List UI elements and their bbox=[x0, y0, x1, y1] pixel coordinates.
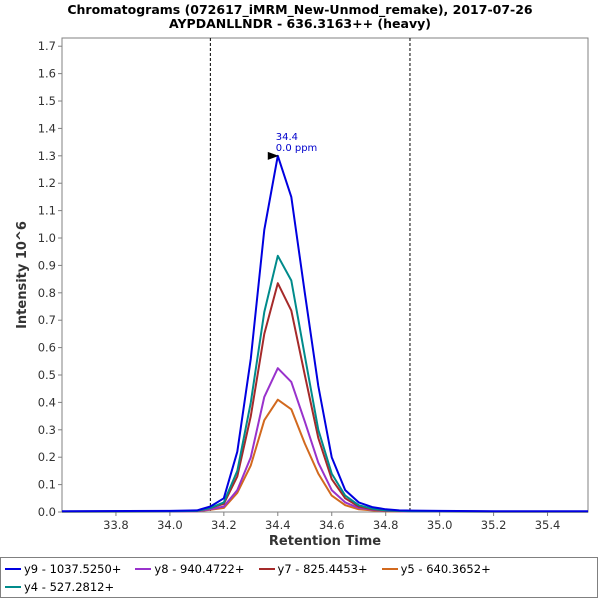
x-axis: 33.8 34.0 34.2 34.4 34.6 34.8 35.0 35.2 35.4 bbox=[103, 512, 560, 532]
legend-item-y7: y7 - 825.4453+ bbox=[258, 562, 368, 576]
peak-marker-icon bbox=[267, 151, 279, 160]
legend-label: y8 - 940.4722+ bbox=[154, 562, 245, 576]
x-tick-label: 34.0 bbox=[157, 518, 183, 532]
annotation-rt: 34.4 bbox=[276, 132, 298, 143]
y-axis-label: Intensity 10^6 bbox=[15, 221, 30, 329]
y-tick-label: 0.6 bbox=[38, 341, 56, 355]
legend-row: y4 - 527.2812+ bbox=[5, 578, 593, 596]
x-tick-label: 35.4 bbox=[535, 518, 561, 532]
legend-swatch bbox=[5, 586, 21, 588]
y-tick-label: 1.0 bbox=[38, 231, 56, 245]
peak-annotation: 34.4 0.0 ppm bbox=[267, 132, 318, 160]
series-line bbox=[61, 154, 588, 513]
x-tick-label: 35.2 bbox=[481, 518, 507, 532]
y-tick-label: 0.2 bbox=[38, 450, 56, 464]
y-tick-label: 0.3 bbox=[38, 423, 56, 437]
legend-label: y4 - 527.2812+ bbox=[24, 580, 115, 594]
peak-boundaries bbox=[209, 38, 411, 512]
x-tick-label: 33.8 bbox=[103, 518, 129, 532]
annotation-ppm: 0.0 ppm bbox=[276, 143, 318, 154]
x-tick-label: 35.0 bbox=[427, 518, 453, 532]
chart-title-line-1: Chromatograms (072617_iMRM_New-Unmod_rem… bbox=[67, 2, 533, 18]
y-tick-label: 1.6 bbox=[38, 67, 56, 81]
legend-item-y8: y8 - 940.4722+ bbox=[135, 562, 245, 576]
y-tick-label: 1.3 bbox=[38, 149, 56, 163]
chart-title-line-2: AYPDANLLNDR - 636.3163++ (heavy) bbox=[169, 16, 431, 31]
y-tick-label: 0.9 bbox=[38, 258, 56, 272]
y-tick-label: 0.7 bbox=[38, 313, 56, 327]
legend-swatch bbox=[381, 568, 398, 570]
y-tick-label: 1.2 bbox=[38, 176, 56, 190]
y-tick-label: 0.8 bbox=[38, 286, 56, 300]
x-axis-label: Retention Time bbox=[269, 534, 381, 549]
x-tick-label: 34.6 bbox=[319, 518, 345, 532]
legend-row: y9 - 1037.5250+ y8 - 940.4722+ y7 - 825.… bbox=[5, 560, 593, 578]
y-tick-label: 0.5 bbox=[38, 368, 56, 382]
plot-area bbox=[61, 37, 589, 513]
y-tick-label: 1.1 bbox=[38, 204, 56, 218]
legend-item-y4: y4 - 527.2812+ bbox=[5, 580, 114, 594]
x-tick-label: 34.2 bbox=[211, 518, 237, 532]
legend-label: y7 - 825.4453+ bbox=[277, 562, 368, 576]
legend-swatch bbox=[258, 568, 275, 570]
legend-label: y5 - 640.3652+ bbox=[400, 562, 491, 576]
y-tick-label: 0.0 bbox=[38, 505, 56, 519]
series-lines bbox=[61, 154, 588, 513]
y-axis: 0.0 0.1 0.2 0.3 0.4 0.5 0.6 0.7 0.8 0.9 1.0 1.1 1.2 1… bbox=[38, 39, 62, 519]
chromatogram-chart: Chromatograms (072617_iMRM_New-Unmod_rem… bbox=[15, 2, 589, 549]
y-tick-label: 0.1 bbox=[38, 478, 56, 492]
y-tick-label: 1.7 bbox=[38, 39, 56, 53]
y-tick-label: 0.4 bbox=[38, 395, 56, 409]
x-tick-label: 34.4 bbox=[265, 518, 291, 532]
y-tick-label: 1.5 bbox=[38, 94, 56, 108]
legend-swatch bbox=[135, 568, 152, 570]
legend-item-y5: y5 - 640.3652+ bbox=[381, 562, 491, 576]
legend-item-y9: y9 - 1037.5250+ bbox=[5, 562, 121, 576]
legend-swatch bbox=[5, 568, 21, 570]
x-tick-label: 34.8 bbox=[373, 518, 399, 532]
y-tick-label: 1.4 bbox=[38, 121, 56, 135]
legend: y9 - 1037.5250+ y8 - 940.4722+ y7 - 825.… bbox=[0, 557, 598, 598]
legend-label: y9 - 1037.5250+ bbox=[24, 562, 122, 576]
